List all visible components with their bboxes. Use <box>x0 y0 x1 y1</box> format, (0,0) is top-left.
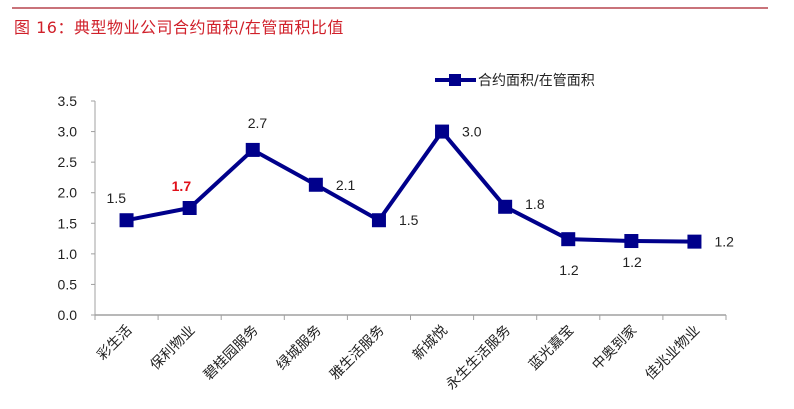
data-label: 2.1 <box>336 177 356 193</box>
x-category-label: 保利物业 <box>148 323 199 374</box>
data-label: 1.5 <box>107 190 127 206</box>
y-tick-label: 0.5 <box>58 276 78 292</box>
legend-label: 合约面积/在管面积 <box>478 73 595 89</box>
y-tick-label: 2.5 <box>58 154 78 170</box>
y-tick-label: 1.5 <box>58 215 78 231</box>
y-tick-label: 1.0 <box>58 246 78 262</box>
data-label: 1.7 <box>172 178 192 194</box>
data-label: 3.0 <box>462 124 482 140</box>
data-point-marker <box>435 124 450 139</box>
data-point-marker <box>119 213 134 228</box>
data-label: 1.2 <box>559 262 579 278</box>
y-tick-label: 3.0 <box>58 124 78 140</box>
y-tick-label: 0.0 <box>58 307 78 323</box>
top-rule <box>12 7 768 9</box>
x-category-label: 绿城服务 <box>274 323 325 374</box>
data-point-marker <box>498 199 513 214</box>
x-category-label: 碧桂园服务 <box>201 323 262 384</box>
data-label: 1.2 <box>714 234 734 250</box>
y-tick-label: 3.5 <box>58 93 78 109</box>
data-point-marker <box>687 234 702 249</box>
x-category-label: 蓝光嘉宝 <box>526 323 577 374</box>
x-category-label: 彩生活 <box>94 323 135 364</box>
data-point-marker <box>624 234 639 249</box>
data-point-marker <box>561 232 576 247</box>
data-point-marker <box>245 142 260 157</box>
x-category-label: 永生生活服务 <box>443 323 514 394</box>
x-category-label: 佳兆业物业 <box>642 323 703 384</box>
x-category-label: 新城悦 <box>410 323 451 364</box>
data-label: 2.7 <box>248 115 268 131</box>
y-tick-label: 2.0 <box>58 185 78 201</box>
data-label: 1.5 <box>399 212 419 228</box>
data-point-marker <box>371 213 386 228</box>
data-label: 1.2 <box>622 254 642 270</box>
data-point-marker <box>308 177 323 192</box>
legend-marker-icon <box>449 74 461 86</box>
x-category-label: 中奥到家 <box>589 322 641 374</box>
figure-title: 图 16：典型物业公司合约面积/在管面积比值 <box>14 18 344 37</box>
data-point-marker <box>182 201 197 215</box>
data-label: 1.8 <box>525 196 545 212</box>
legend: 合约面积/在管面积 <box>435 73 595 89</box>
series-line <box>126 129 695 244</box>
x-category-label: 雅生活服务 <box>327 323 388 384</box>
